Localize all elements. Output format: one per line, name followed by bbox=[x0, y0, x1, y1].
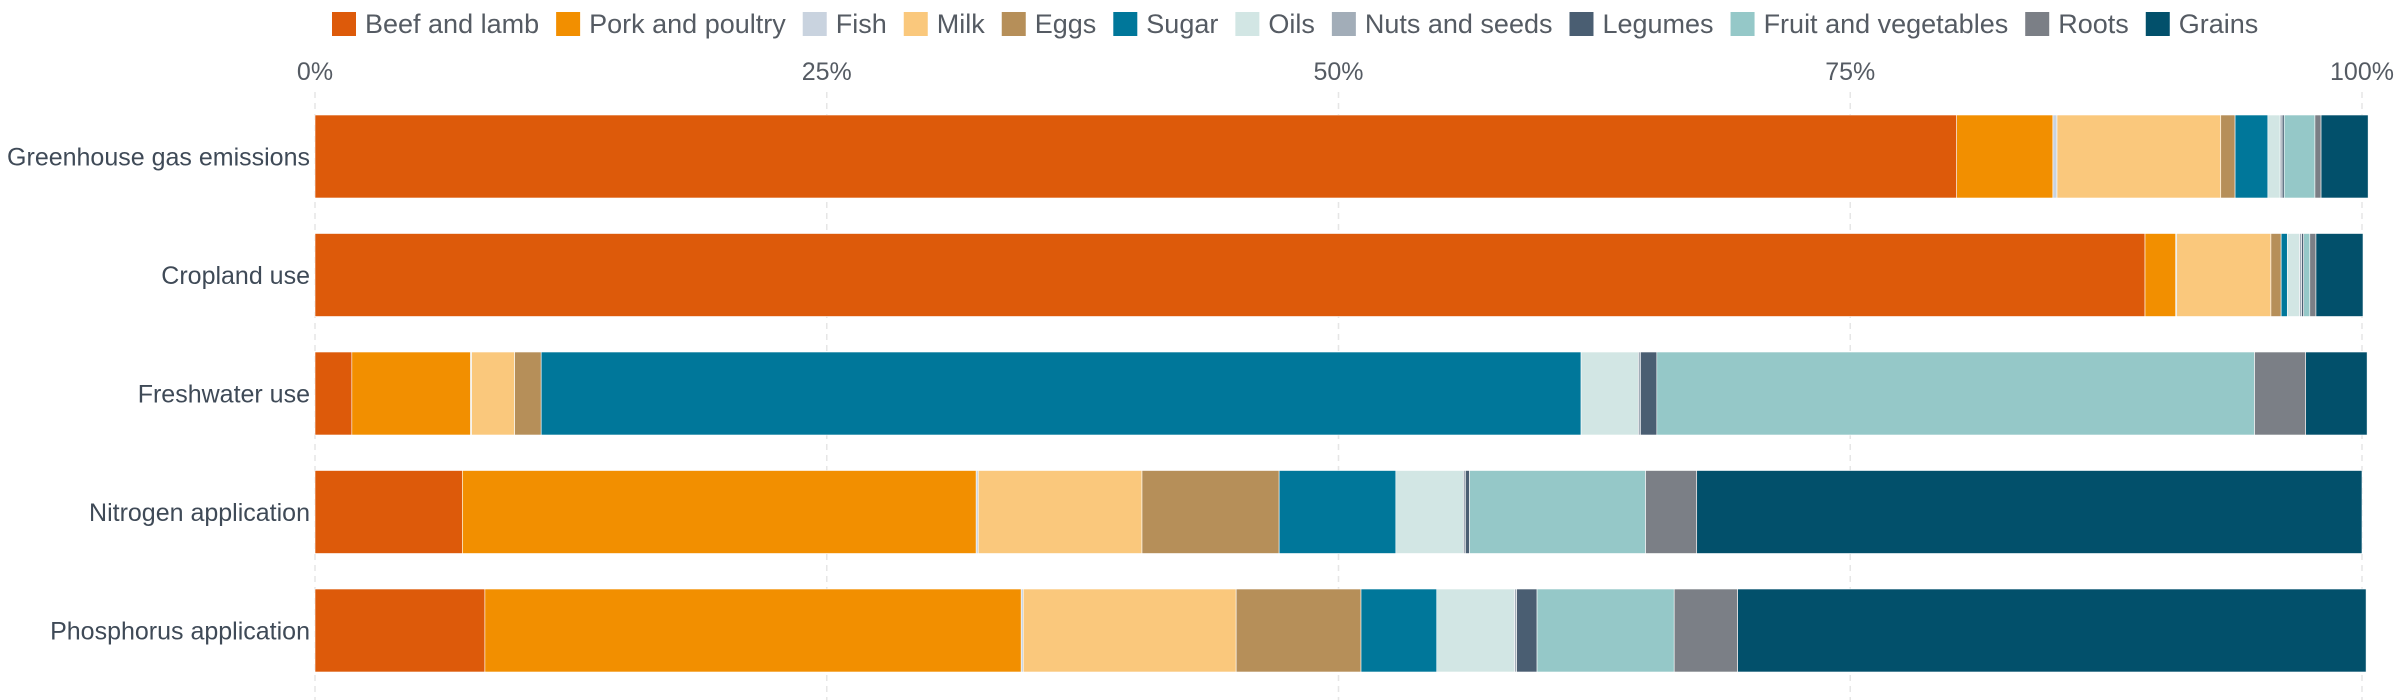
bar-segment-sugar bbox=[2234, 114, 2269, 199]
bar-segment-milk bbox=[471, 351, 515, 436]
bar-segment-pork-and-poultry bbox=[2144, 233, 2177, 317]
legend-swatch-roots bbox=[2025, 12, 2050, 36]
bar-segment-pork-and-poultry bbox=[462, 470, 977, 554]
chart-bars bbox=[314, 114, 2369, 673]
bar-segment-roots bbox=[2314, 114, 2322, 199]
bar-segment-beef-and-lamb bbox=[314, 588, 486, 673]
legend-label-oils: Oils bbox=[1268, 9, 1315, 39]
legend-label-legumes: Legumes bbox=[1602, 9, 1713, 39]
bar-segment-fruit-and-vegetables bbox=[2303, 233, 2311, 317]
legend-label-pork-and-poultry: Pork and poultry bbox=[589, 9, 786, 39]
bar-segment-oils bbox=[1436, 588, 1515, 673]
bar-segment-beef-and-lamb bbox=[314, 351, 353, 436]
bar-segment-oils bbox=[1395, 470, 1464, 554]
bar-segment-oils bbox=[2267, 114, 2281, 199]
legend-swatch-grains bbox=[2145, 12, 2170, 36]
legend-swatch-oils bbox=[1235, 12, 1260, 36]
legend-swatch-milk bbox=[903, 12, 928, 36]
bar-segment-fruit-and-vegetables bbox=[1536, 588, 1675, 673]
bar-segment-fruit-and-vegetables bbox=[2283, 114, 2316, 199]
x-tick-label: 0% bbox=[297, 58, 333, 86]
legend-swatch-fruit-and-vegetables bbox=[1730, 12, 1755, 36]
category-label-greenhouse-gas-emissions: Greenhouse gas emissions bbox=[7, 144, 310, 172]
bar-segment-oils bbox=[2286, 233, 2300, 317]
bar-segment-grains bbox=[1696, 470, 2363, 554]
bar-segment-nuts-and-seeds bbox=[1638, 351, 1641, 436]
bar-segment-sugar bbox=[2280, 233, 2288, 317]
legend-swatch-eggs bbox=[1001, 12, 1026, 36]
chart-legend: Beef and lamb Pork and poultry Fish Milk Egg… bbox=[332, 9, 2258, 39]
bar-segment-beef-and-lamb bbox=[314, 233, 2146, 317]
legend-label-eggs: Eggs bbox=[1035, 9, 1097, 39]
legend-label-nuts-and-seeds: Nuts and seeds bbox=[1365, 9, 1553, 39]
legend-label-sugar: Sugar bbox=[1146, 9, 1218, 39]
x-tick-label: 100% bbox=[2330, 58, 2394, 86]
bar-segment-beef-and-lamb bbox=[314, 470, 463, 554]
legend-label-milk: Milk bbox=[937, 9, 985, 39]
bar-segment-grains bbox=[2320, 114, 2369, 199]
bar-segment-milk bbox=[2176, 233, 2272, 317]
bar-segment-eggs bbox=[1235, 588, 1362, 673]
bar-segment-fish bbox=[1020, 588, 1024, 673]
bar-segment-sugar bbox=[540, 351, 1582, 436]
bar-segment-milk bbox=[2056, 114, 2222, 199]
bar-segment-roots bbox=[1673, 588, 1738, 673]
bar-segment-beef-and-lamb bbox=[314, 114, 1957, 199]
bar-segment-roots bbox=[1645, 470, 1698, 554]
bar-segment-legumes bbox=[2281, 114, 2285, 199]
legend-swatch-fish bbox=[802, 12, 827, 36]
bar-segment-roots bbox=[2309, 233, 2317, 317]
bar-segment-legumes bbox=[1465, 470, 1470, 554]
x-axis-ticks: 0% 25% 50% 75% 100% bbox=[297, 58, 2394, 86]
bar-segment-pork-and-poultry bbox=[1956, 114, 2054, 199]
bar-segment-nuts-and-seeds bbox=[2279, 114, 2283, 199]
legend-label-fruit-and-vegetables: Fruit and vegetables bbox=[1764, 9, 2009, 39]
bar-segment-grains bbox=[2305, 351, 2368, 436]
category-label-cropland-use: Cropland use bbox=[161, 262, 310, 290]
category-label-freshwater-use: Freshwater use bbox=[138, 381, 310, 409]
category-label-phosphorus-application: Phosphorus application bbox=[50, 618, 310, 646]
bar-segment-milk bbox=[1022, 588, 1237, 673]
bar-segment-fruit-and-vegetables bbox=[1656, 351, 2255, 436]
legend-label-fish: Fish bbox=[836, 9, 887, 39]
bar-segment-nuts-and-seeds bbox=[1514, 588, 1517, 673]
bar-segment-grains bbox=[1737, 588, 2367, 673]
bar-segment-grains bbox=[2315, 233, 2364, 317]
bar-segment-legumes bbox=[2301, 233, 2304, 317]
bar-segment-sugar bbox=[1278, 470, 1397, 554]
bar-segment-roots bbox=[2254, 351, 2307, 436]
bar-segment-oils bbox=[1580, 351, 1639, 436]
legend-swatch-legumes bbox=[1569, 12, 1594, 36]
bar-segment-fish bbox=[975, 470, 979, 554]
category-label-nitrogen-application: Nitrogen application bbox=[89, 499, 310, 527]
x-tick-label: 50% bbox=[1313, 58, 1363, 86]
legend-swatch-beef-and-lamb bbox=[332, 12, 356, 36]
legend-label-beef-and-lamb: Beef and lamb bbox=[365, 9, 539, 39]
bar-segment-fruit-and-vegetables bbox=[1469, 470, 1646, 554]
bar-segment-eggs bbox=[2270, 233, 2282, 317]
bar-segment-milk bbox=[977, 470, 1143, 554]
bar-segment-eggs bbox=[514, 351, 542, 436]
legend-label-grains: Grains bbox=[2179, 9, 2259, 39]
x-tick-label: 25% bbox=[802, 58, 852, 86]
bar-segment-sugar bbox=[1360, 588, 1438, 673]
bar-segment-nuts-and-seeds bbox=[1463, 470, 1466, 554]
legend-swatch-pork-and-poultry bbox=[556, 12, 581, 36]
bar-segment-fish bbox=[2052, 114, 2058, 199]
legend-label-roots: Roots bbox=[2058, 9, 2129, 39]
legend-swatch-sugar bbox=[1113, 12, 1138, 36]
bar-segment-pork-and-poultry bbox=[351, 351, 471, 436]
y-axis-categories: Greenhouse gas emissions Cropland use Fres… bbox=[7, 144, 310, 646]
bar-segment-legumes bbox=[1640, 351, 1658, 436]
bar-segment-eggs bbox=[1141, 470, 1280, 554]
bar-segment-eggs bbox=[2220, 114, 2236, 199]
x-tick-label: 75% bbox=[1825, 58, 1875, 86]
bar-segment-pork-and-poultry bbox=[484, 588, 1022, 673]
bar-segment-legumes bbox=[1516, 588, 1538, 673]
bar-segment-nuts-and-seeds bbox=[2299, 233, 2302, 317]
legend-swatch-nuts-and-seeds bbox=[1331, 12, 1356, 36]
